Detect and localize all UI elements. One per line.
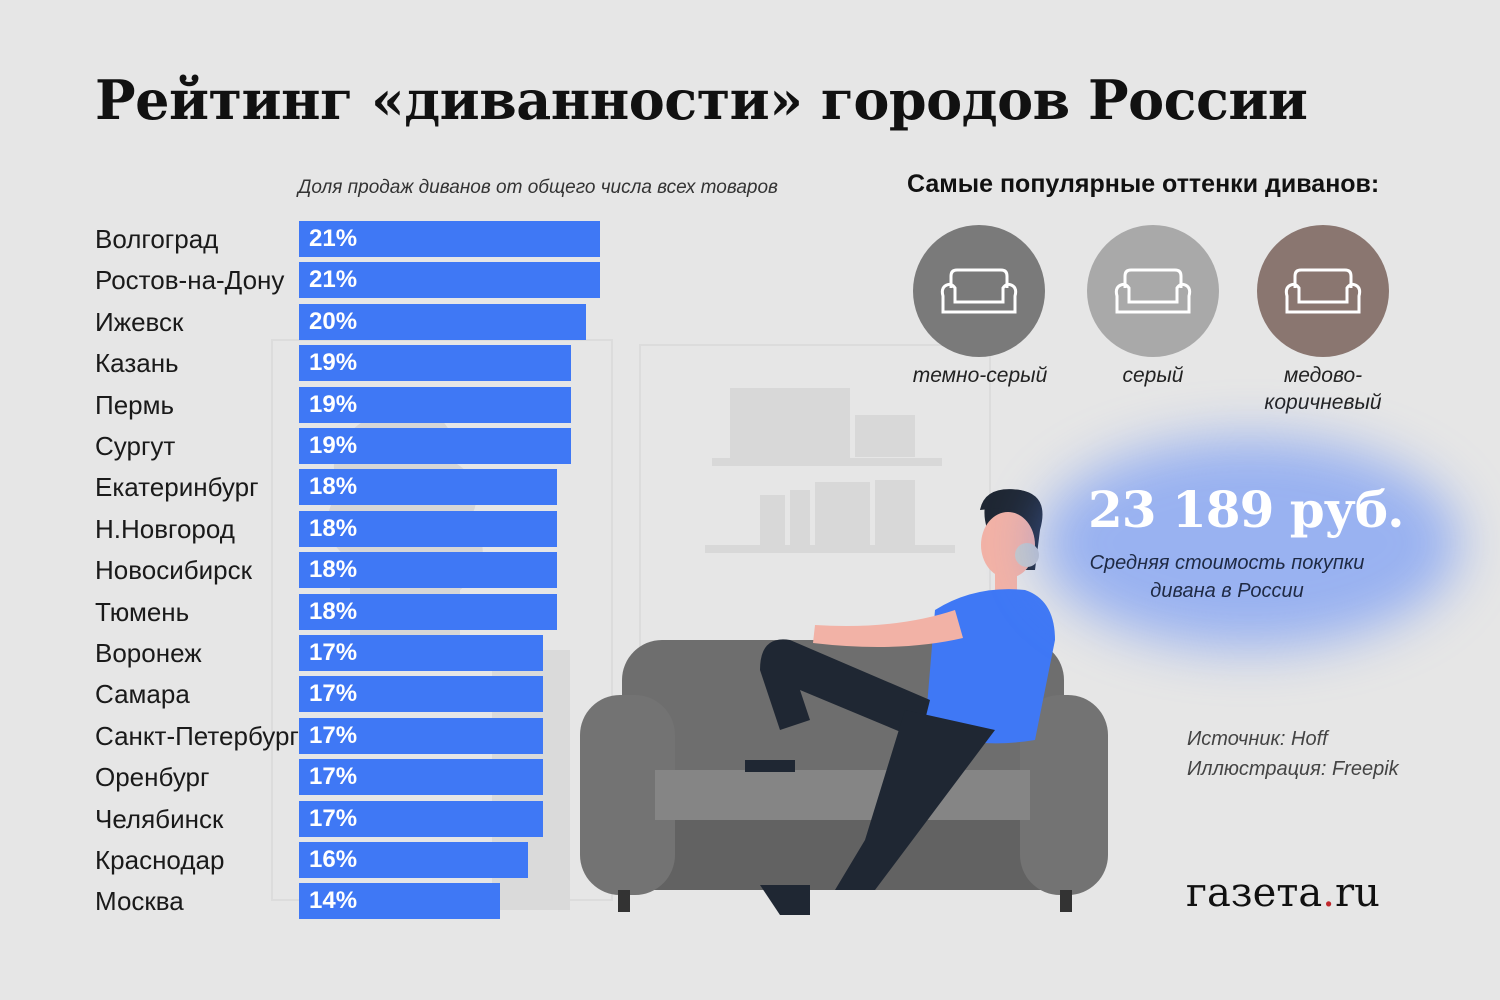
bar (299, 842, 528, 878)
shade-label: серый (1122, 364, 1184, 387)
bar-value-label: 18% (309, 514, 358, 542)
bar (299, 593, 557, 630)
city-label: Тюмень (95, 596, 190, 627)
bar-value-label: 17% (309, 763, 358, 791)
city-label: Санкт-Петербург (95, 720, 299, 751)
bar (299, 883, 500, 920)
logo-part: ru (1335, 870, 1380, 916)
logo-part: газета (1186, 870, 1323, 916)
price-caption: Средняя стоимость покупки дивана в Росси… (1089, 552, 1365, 602)
bar (299, 303, 586, 340)
person-graphic (745, 489, 1055, 915)
bar (299, 552, 557, 589)
bar (299, 676, 543, 713)
page-title: Рейтинг «диванности» городов России (95, 68, 1308, 132)
illustration-credit: Иллюстрация: Freepik (1187, 758, 1399, 780)
average-price: 23 189 руб. (1088, 480, 1405, 539)
city-label: Самара (95, 679, 190, 710)
bar (299, 635, 543, 671)
price-highlight (1040, 438, 1460, 648)
source-note: Источник: Hoff Иллюстрация: Freepik (1187, 724, 1399, 784)
sofa-icon (1114, 268, 1192, 314)
city-label: Ижевск (95, 306, 184, 337)
bar (299, 221, 600, 257)
city-label: Н.Новгород (95, 513, 235, 544)
gazeta-logo: газета.ru (1186, 870, 1380, 916)
bar (299, 262, 600, 299)
bar-value-label: 21% (309, 266, 358, 294)
shade-gray-circle (1087, 225, 1219, 357)
bar-value-label: 18% (309, 473, 358, 501)
shades-heading: Самые популярные оттенки диванов: (907, 170, 1380, 198)
sofa-icon (1284, 268, 1362, 314)
city-label: Казань (95, 348, 179, 379)
bar (299, 428, 571, 464)
source-line: Источник: Hoff (1187, 728, 1328, 750)
bar-value-label: 17% (309, 721, 358, 749)
city-label: Сургут (95, 431, 176, 461)
city-label: Волгоград (95, 224, 219, 254)
city-label: Воронеж (95, 638, 202, 668)
logo-dot: . (1322, 870, 1335, 916)
city-label: Москва (95, 886, 184, 917)
shade-dark-gray-circle (913, 225, 1045, 357)
bar-value-label: 16% (309, 846, 358, 873)
city-label: Пермь (95, 389, 175, 420)
bar (299, 469, 557, 506)
city-label: Челябинск (95, 803, 224, 834)
city-label: Ростов-на-Дону (95, 265, 285, 296)
city-label: Оренбург (95, 762, 210, 793)
bar-value-label: 20% (309, 307, 358, 335)
shade-honey-brown-circle (1257, 225, 1389, 357)
bar-value-label: 21% (309, 225, 358, 252)
bar-value-label: 17% (309, 680, 358, 708)
city-label: Новосибирск (95, 555, 252, 586)
city-label: Краснодар (95, 845, 225, 875)
bar (299, 510, 557, 547)
bar-value-label: 14% (309, 887, 358, 915)
shade-label: медово- коричневый (1264, 364, 1382, 414)
bar-value-label: 17% (309, 804, 358, 832)
bar (299, 717, 543, 754)
bar-value-label: 19% (309, 349, 358, 377)
bar (299, 800, 543, 837)
bar-value-label: 18% (309, 556, 358, 584)
bar (299, 345, 571, 382)
bar-value-label: 18% (309, 597, 358, 625)
city-label: Екатеринбург (95, 472, 259, 503)
bar (299, 759, 543, 796)
chart-title: Доля продаж диванов от общего числа всех… (298, 177, 778, 198)
bar-value-label: 19% (309, 390, 358, 418)
bar-value-label: 17% (309, 639, 358, 666)
bar (299, 386, 571, 423)
bar-value-label: 19% (309, 432, 358, 459)
sofa-icon (940, 268, 1018, 314)
shade-label: темно-серый (912, 364, 1048, 387)
